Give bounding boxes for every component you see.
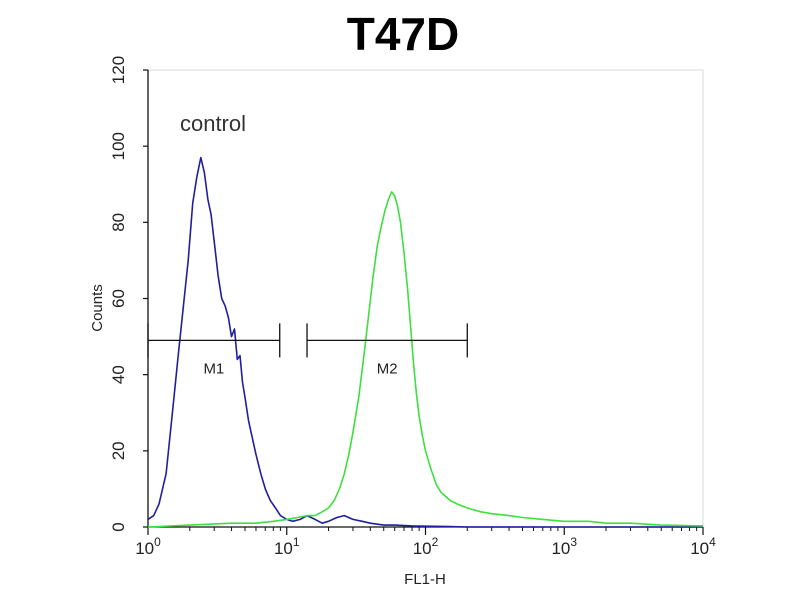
gates-layer: M1 M2 <box>147 323 468 377</box>
y-tick-label: 20 <box>109 441 128 460</box>
gate-label: M1 <box>203 360 224 377</box>
y-tick-label: 60 <box>109 289 128 308</box>
y-axis-label: Counts <box>89 284 106 332</box>
plot-frame <box>147 69 704 528</box>
y-tick-label: 40 <box>109 365 128 384</box>
x-tick-label: 103 <box>551 535 577 558</box>
annotations-layer: control <box>180 111 246 136</box>
x-tick-label: 100 <box>135 535 161 558</box>
x-axis-label: FL1-H <box>404 571 446 588</box>
x-tick-label: 102 <box>413 535 439 558</box>
y-tick-label: 120 <box>109 56 128 84</box>
plot-area-border <box>147 69 704 528</box>
series-layer <box>147 156 704 528</box>
y-tick-label: 0 <box>109 522 128 531</box>
series-line-1 <box>147 156 703 528</box>
x-axis-ticks: 100 101 102 103 104 <box>135 527 716 558</box>
series-line-2 <box>147 191 704 528</box>
y-tick-label: 100 <box>109 132 128 160</box>
x-tick-label: 101 <box>274 535 300 558</box>
y-tick-label: 80 <box>109 213 128 232</box>
annotation-text: control <box>180 111 246 136</box>
chart-title: T47D <box>347 8 459 60</box>
y-axis-ticks: 0 20 40 60 80 100 120 <box>109 56 148 532</box>
gate-label: M2 <box>377 360 398 377</box>
x-tick-label: 104 <box>690 535 716 558</box>
